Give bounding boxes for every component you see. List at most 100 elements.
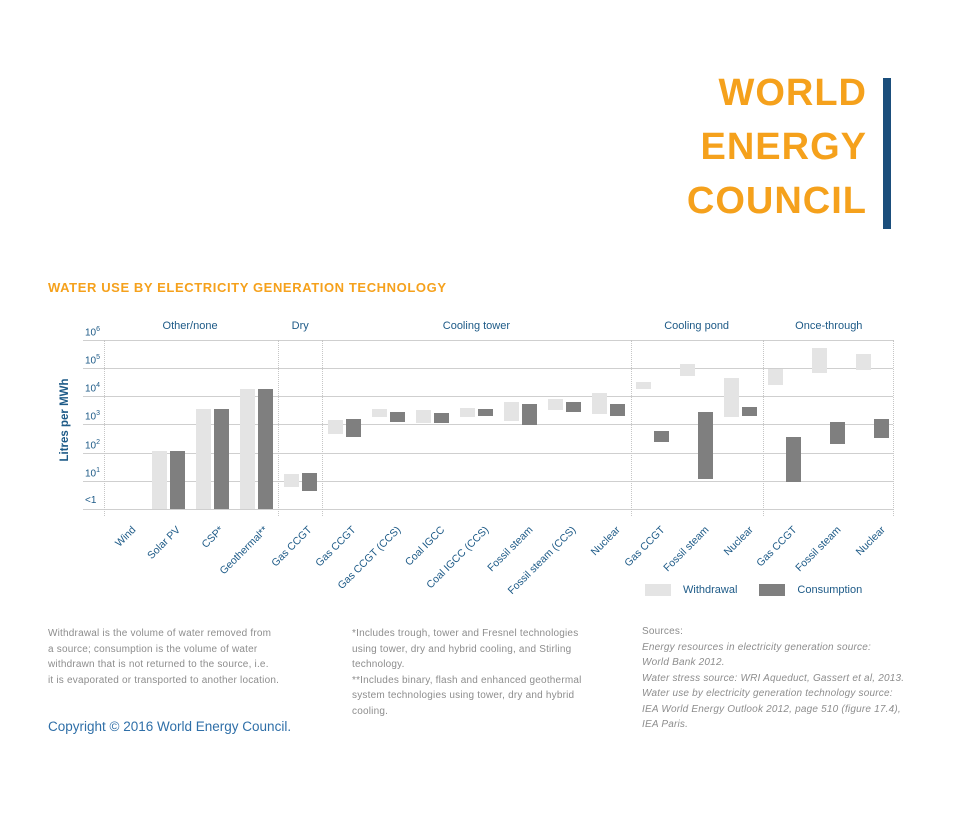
- sources-heading: Sources:: [642, 626, 684, 637]
- copyright: Copyright © 2016 World Energy Council.: [48, 719, 292, 734]
- y-tick-label: 102: [85, 438, 101, 451]
- footnote-line: technology.: [352, 659, 405, 670]
- footnote-line: IEA World Energy Outlook 2012, page 510 …: [642, 703, 901, 715]
- category-label: Gas CCGT: [269, 524, 315, 570]
- legend-swatch-consumption: [759, 584, 786, 596]
- consumption-bar: [433, 412, 449, 424]
- chart-legend: Withdrawal Consumption: [645, 584, 884, 596]
- consumption-bar: [566, 401, 581, 413]
- technology-footnotes: *Includes trough, tower and Fresnel tech…: [352, 626, 632, 719]
- footnote-line: *Includes trough, tower and Fresnel tech…: [352, 628, 579, 639]
- withdrawal-bar: [680, 364, 696, 376]
- y-tick-label: 103: [85, 410, 101, 423]
- withdrawal-bar: [592, 393, 608, 414]
- withdrawal-bar: [548, 399, 563, 410]
- withdrawal-bar: [151, 451, 167, 509]
- footnote-line: **Includes binary, flash and enhanced ge…: [352, 674, 582, 686]
- category-label: Fossil steam: [793, 524, 844, 575]
- consumption-bar: [654, 431, 670, 443]
- withdrawal-bar: [239, 389, 255, 509]
- gridline: [83, 480, 893, 482]
- withdrawal-bar: [283, 473, 299, 488]
- category-label: Nuclear: [721, 524, 756, 559]
- definition-note: Withdrawal is the volume of water remove…: [48, 626, 358, 688]
- consumption-bar: [874, 419, 890, 439]
- logo-word-world: WORLD: [718, 72, 867, 114]
- wec-logo: WORLD ENERGY COUNCIL: [687, 66, 867, 228]
- gridline: [83, 452, 893, 454]
- withdrawal-bar: [327, 420, 343, 434]
- group-separator: [893, 340, 894, 516]
- footnote-line: Water use by electricity generation tech…: [642, 688, 893, 699]
- category-label: Gas CCGT: [313, 524, 359, 570]
- withdrawal-bar: [371, 409, 387, 417]
- withdrawal-bar: [724, 377, 740, 418]
- category-label: Nuclear: [588, 524, 624, 559]
- consumption-bar: [786, 437, 802, 483]
- withdrawal-bar: [459, 408, 475, 418]
- category-label: Gas CCGT: [621, 524, 668, 570]
- legend-swatch-withdrawal: [645, 584, 671, 596]
- footnote-line: Energy resources in electricity generati…: [642, 641, 871, 653]
- gridline: [83, 339, 893, 341]
- group-label: Other/none: [162, 320, 218, 332]
- withdrawal-bar: [768, 369, 784, 386]
- legend-label: Withdrawal: [683, 584, 738, 596]
- category-label: Wind: [113, 524, 139, 550]
- category-label: Coal IGCC: [402, 524, 447, 569]
- footnote-line: it is evaporated or transported to anoth…: [48, 674, 280, 686]
- group-separator: [104, 340, 105, 516]
- gridline: [83, 424, 893, 426]
- consumption-bar: [521, 404, 537, 426]
- legend-item: Withdrawal: [645, 584, 737, 596]
- withdrawal-bar: [856, 354, 872, 371]
- consumption-bar: [830, 421, 846, 445]
- footnote-line: Water stress source: WRI Aqueduct, Gasse…: [642, 672, 905, 684]
- consumption-bar: [698, 411, 714, 479]
- group-separator: [278, 340, 280, 516]
- group-separator: [322, 340, 324, 516]
- withdrawal-bar: [812, 348, 828, 373]
- group-separator: [630, 340, 632, 516]
- footnote-line: withdrawn that is not returned to the so…: [48, 659, 269, 670]
- logo-word-council: COUNCIL: [686, 180, 867, 222]
- consumption-bar: [257, 389, 273, 509]
- footnote-line: cooling.: [352, 705, 389, 717]
- logo-word-energy: ENERGY: [700, 126, 867, 168]
- group-label: Cooling tower: [442, 320, 511, 332]
- y-tick-label: 101: [85, 466, 101, 480]
- withdrawal-bar: [636, 382, 652, 390]
- consumption-bar: [213, 409, 229, 509]
- category-label: Solar PV: [144, 524, 183, 562]
- y-tick-label: 104: [85, 382, 101, 395]
- footnote-line: a source; consumption is the volume of w…: [48, 643, 258, 655]
- y-tick-label: <1: [85, 495, 97, 506]
- gridline: [83, 396, 893, 398]
- consumption-bar: [742, 406, 758, 416]
- withdrawal-bar: [415, 409, 431, 424]
- y-tick-label: 106: [85, 325, 101, 339]
- category-label: CSP*: [199, 524, 227, 551]
- consumption-bar: [301, 472, 317, 491]
- group-label: Cooling pond: [664, 320, 730, 332]
- footnote-line: World Bank 2012.: [642, 657, 725, 668]
- category-label: Fossil steam: [660, 524, 712, 575]
- consumption-bar: [169, 451, 185, 509]
- chart-title: WATER USE BY ELECTRICITY GENERATION TECH…: [48, 280, 447, 295]
- y-tick-label: 105: [85, 354, 101, 367]
- legend-label: Consumption: [797, 584, 863, 596]
- sources-note: Sources: Energy resources in electricity…: [642, 624, 952, 733]
- footnote-line: IEA Paris.: [642, 719, 689, 730]
- footnote-line: using tower, dry and hybrid cooling, and…: [352, 643, 572, 655]
- legend-item: Consumption: [759, 584, 862, 596]
- withdrawal-bar: [503, 402, 519, 422]
- consumption-bar: [345, 419, 361, 437]
- gridline: [83, 509, 893, 510]
- gridline: [83, 368, 893, 370]
- consumption-bar: [389, 411, 405, 422]
- category-label: Gas CCGT: [754, 524, 800, 570]
- footnote-line: Withdrawal is the volume of water remove…: [48, 628, 272, 639]
- consumption-bar: [477, 409, 493, 416]
- footnote-line: system technologies using tower, dry and…: [352, 690, 575, 701]
